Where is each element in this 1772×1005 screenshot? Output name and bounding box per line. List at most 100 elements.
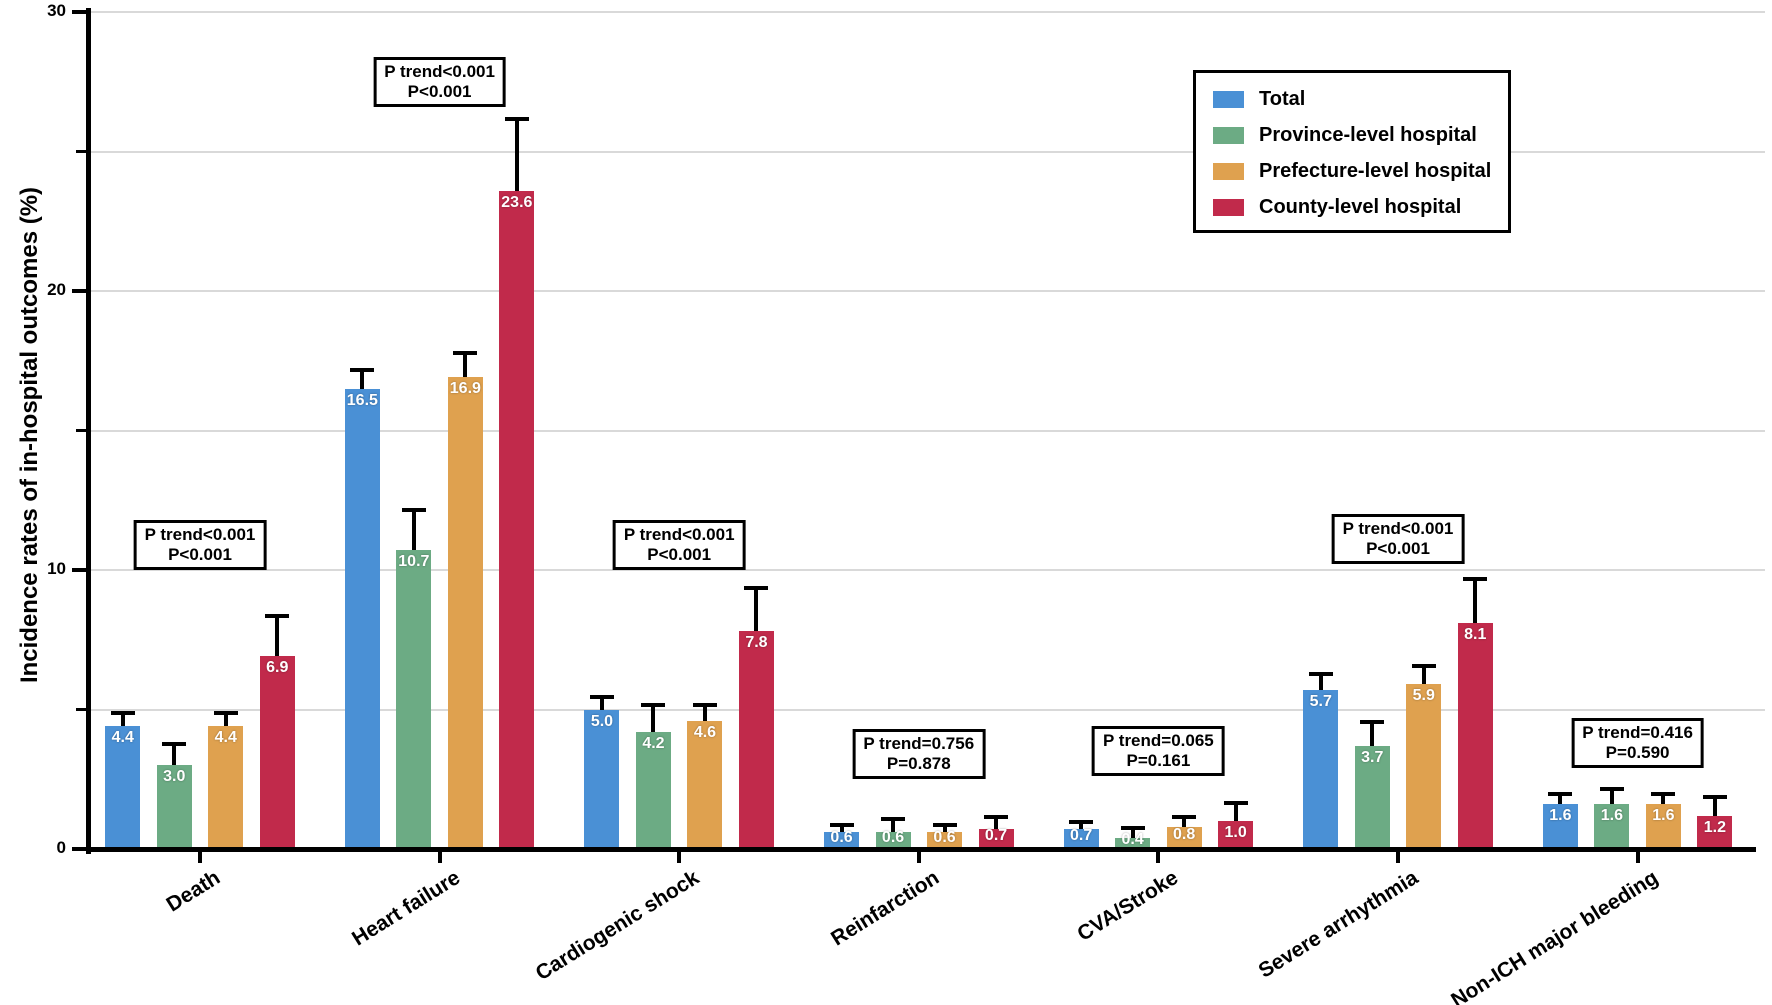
- p-value-line: P<0.001: [407, 81, 472, 101]
- bar-value-label: 1.2: [1703, 818, 1726, 836]
- error-bar-cap: [1308, 672, 1333, 677]
- y-tick: [72, 289, 88, 293]
- bar-value-label: 7.8: [745, 634, 768, 652]
- legend-label: Total: [1259, 87, 1306, 110]
- y-tick: [72, 568, 88, 572]
- y-axis-line: [86, 8, 91, 854]
- p-value-line: P trend=0.065: [1103, 731, 1214, 751]
- x-tick: [916, 852, 921, 863]
- bar: [1542, 804, 1578, 849]
- category-label: Severe arrhythmia: [1254, 866, 1423, 983]
- error-bar: [651, 703, 656, 736]
- p-value-box: P trend=0.065 P=0.161: [1092, 726, 1225, 777]
- error-bar: [360, 369, 365, 393]
- bar: [156, 765, 192, 849]
- bar: [1645, 804, 1681, 849]
- bar-value-label: 0.8: [1173, 825, 1196, 843]
- bar-value-label: 0.7: [984, 827, 1008, 845]
- error-bar: [891, 818, 896, 837]
- bar-value-label: 4.4: [214, 729, 237, 747]
- y-tick-minor: [76, 708, 88, 711]
- p-value-line: P trend<0.001: [144, 524, 256, 544]
- p-value-line: P trend=0.756: [863, 734, 975, 754]
- category-label: CVA/Stroke: [1073, 866, 1183, 946]
- legend-swatch: [1213, 162, 1244, 180]
- error-bar-cap: [110, 711, 135, 716]
- p-value-line: P=0.161: [1126, 751, 1191, 771]
- error-bar-cap: [881, 817, 906, 822]
- error-bar-cap: [641, 702, 666, 707]
- bar: [635, 731, 671, 849]
- bar: [738, 631, 774, 849]
- p-value-line: P<0.001: [168, 544, 232, 564]
- p-value-line: P trend<0.001: [384, 61, 495, 81]
- error-bar-cap: [589, 694, 614, 699]
- p-value-line: P trend=0.416: [1582, 722, 1693, 742]
- category-label: Heart failure: [347, 866, 464, 951]
- gridline: [91, 708, 1765, 711]
- bar-value-label: 4.2: [642, 734, 665, 752]
- bar: [344, 388, 380, 849]
- error-bar-cap: [744, 585, 769, 590]
- error-bar: [1421, 664, 1426, 689]
- error-bar: [223, 712, 228, 731]
- bar-value-label: 5.0: [590, 712, 614, 730]
- error-bar: [514, 118, 519, 195]
- error-bar-cap: [1651, 792, 1676, 797]
- x-tick: [437, 852, 442, 863]
- error-bar: [1182, 815, 1187, 831]
- error-bar: [1661, 793, 1666, 809]
- p-value-box: P trend<0.001 P<0.001: [373, 56, 506, 107]
- bar: [1697, 815, 1733, 849]
- legend-swatch: [1213, 198, 1244, 216]
- error-bar: [411, 508, 416, 555]
- bar-value-label: 0.6: [830, 828, 853, 846]
- bar: [584, 709, 620, 849]
- y-tick-label: 0: [56, 838, 66, 857]
- error-bar-cap: [1599, 786, 1624, 791]
- category-label: Death: [162, 866, 225, 917]
- bar: [105, 726, 141, 849]
- bar: [1354, 745, 1390, 849]
- error-bar-cap: [1069, 820, 1094, 825]
- legend-label: Province-level hospital: [1259, 123, 1477, 146]
- error-bar-cap: [213, 711, 238, 716]
- bar-value-label: 0.6: [933, 828, 956, 846]
- legend-item: County-level hospital: [1213, 189, 1508, 225]
- x-tick: [677, 852, 682, 863]
- legend-swatch: [1213, 90, 1244, 108]
- y-tick-minor: [76, 429, 88, 432]
- legend-item: Province-level hospital: [1213, 117, 1508, 153]
- error-bar-cap: [1120, 825, 1145, 830]
- error-bar-cap: [1172, 814, 1197, 819]
- legend-swatch: [1213, 126, 1244, 144]
- bar: [978, 829, 1014, 849]
- error-bar: [120, 712, 125, 731]
- error-bar: [1318, 673, 1323, 694]
- bar: [687, 720, 723, 849]
- error-bar-cap: [504, 117, 529, 122]
- error-bar: [1130, 826, 1135, 842]
- p-value-box: P trend<0.001 P<0.001: [1331, 514, 1465, 565]
- bar-value-label: 5.7: [1309, 692, 1332, 710]
- bar: [1115, 837, 1151, 849]
- x-tick: [198, 852, 202, 863]
- p-value-box: P trend<0.001 P<0.001: [133, 519, 267, 570]
- bar: [824, 832, 860, 849]
- error-bar-cap: [1463, 577, 1488, 582]
- legend: Total Province-level hospital Prefecture-l…: [1193, 70, 1511, 233]
- p-value-line: P<0.001: [647, 544, 712, 564]
- bar-value-label: 8.1: [1464, 626, 1487, 643]
- y-tick: [72, 10, 88, 14]
- p-value-line: P<0.001: [1366, 539, 1430, 559]
- bar: [447, 377, 483, 849]
- p-value-line: P=0.878: [886, 754, 951, 774]
- error-bar: [754, 586, 759, 636]
- error-bar: [599, 695, 604, 714]
- bar-value-label: 10.7: [398, 553, 430, 571]
- error-bar-cap: [1360, 719, 1385, 724]
- x-tick: [1635, 852, 1640, 863]
- error-bar-cap: [401, 507, 426, 512]
- gridline: [91, 429, 1765, 432]
